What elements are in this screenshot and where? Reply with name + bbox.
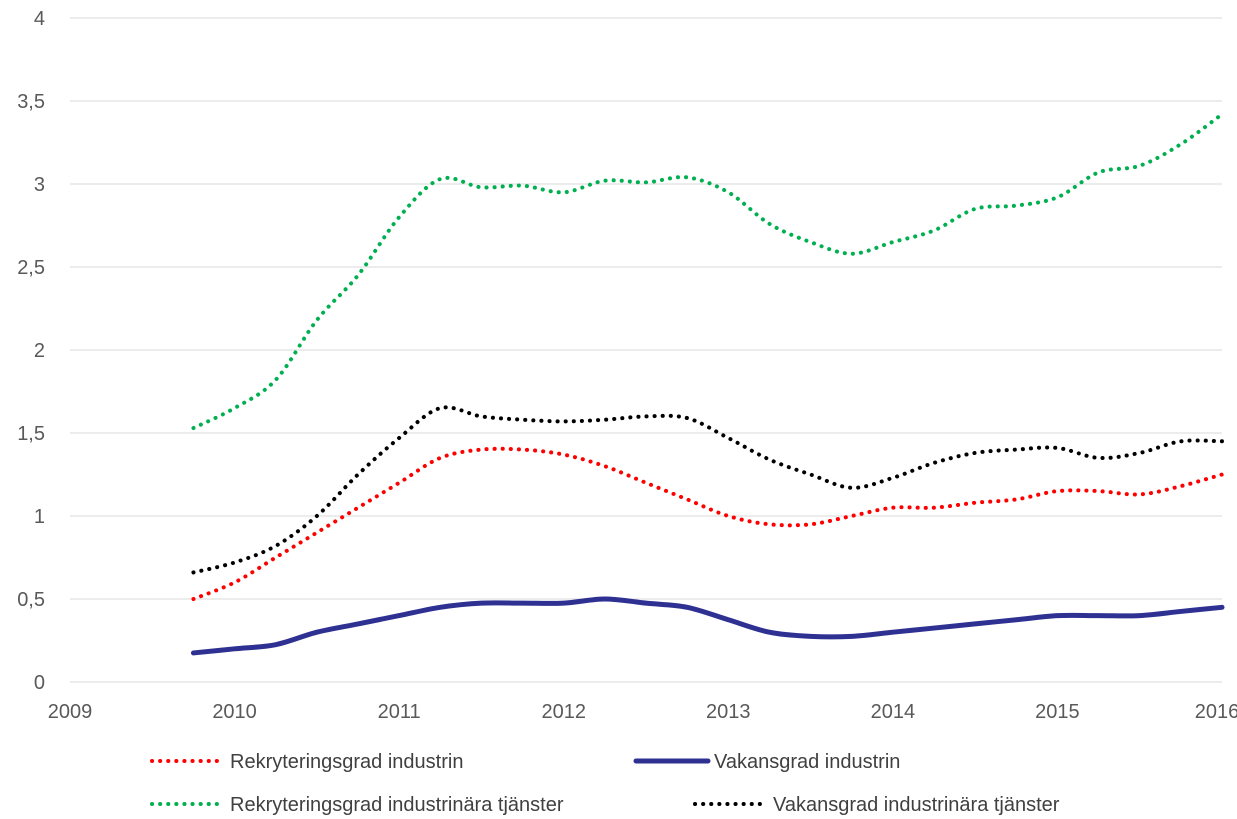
series-line-4 [191,405,1224,575]
y-tick-label: 0 [34,672,45,694]
x-tick-label: 2011 [378,701,421,723]
legend-item: Vakansgrad industrin [633,751,900,773]
legend-item: Vakansgrad industrinära tjänster [693,794,1060,816]
y-tick-label: 3 [34,174,45,196]
x-tick-label: 2014 [871,701,916,723]
x-tick-label: 2012 [541,701,586,723]
x-tick-label: 2015 [1035,701,1080,723]
y-tick-label: 1,5 [17,423,45,445]
legend-label: Rekryteringsgrad industrin [230,751,463,773]
y-tick-label: 1 [34,506,45,528]
legend-label: Vakansgrad industrin [714,751,900,773]
y-tick-label: 4 [34,8,45,30]
legend-item: Rekryteringsgrad industrin [150,751,463,773]
y-axis-tick-labels: 0 0,5 1 1,5 2 2,5 3 3,5 4 [17,8,45,694]
series-line-1 [191,446,1224,601]
series-line-3 [191,112,1224,431]
series-lines [190,112,1225,656]
x-tick-label: 2013 [706,701,751,723]
legend-label: Vakansgrad industrinära tjänster [773,794,1060,816]
y-tick-label: 2 [34,340,45,362]
x-tick-label: 2010 [212,701,257,723]
legend-label: Rekryteringsgrad industrinära tjänster [230,794,564,816]
y-tick-label: 2,5 [17,257,45,279]
legend: Rekryteringsgrad industrin Vakansgrad ind… [150,751,1060,816]
x-tick-label: 2016 [1195,701,1237,723]
legend-item: Rekryteringsgrad industrinära tjänster [150,794,564,816]
y-tick-label: 3,5 [17,91,45,113]
y-tick-label: 0,5 [17,589,45,611]
x-axis-tick-labels: 2009 2010 2011 2012 2013 2014 2015 2016 [48,701,1237,723]
x-tick-label: 2009 [48,701,93,723]
gridlines [70,17,1222,600]
series-line-2 [190,596,1225,656]
